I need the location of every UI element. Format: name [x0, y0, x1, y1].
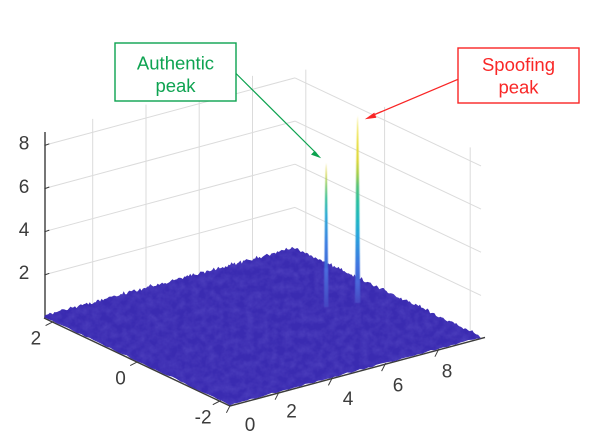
svg-text:2: 2 [19, 263, 30, 284]
svg-text:2: 2 [31, 329, 42, 350]
svg-text:6: 6 [19, 177, 30, 198]
svg-text:peak: peak [155, 75, 196, 96]
svg-text:8: 8 [19, 134, 30, 155]
svg-text:peak: peak [498, 77, 539, 98]
svg-text:Authentic: Authentic [137, 53, 214, 74]
svg-text:Spoofing: Spoofing [482, 54, 555, 75]
svg-text:0: 0 [245, 415, 256, 436]
svg-text:0: 0 [115, 369, 126, 390]
svg-text:2: 2 [286, 402, 297, 423]
svg-text:8: 8 [442, 362, 453, 383]
svg-text:4: 4 [343, 389, 354, 410]
svg-text:4: 4 [19, 220, 30, 241]
svg-text:6: 6 [393, 376, 404, 397]
svg-text:-2: -2 [195, 408, 212, 429]
